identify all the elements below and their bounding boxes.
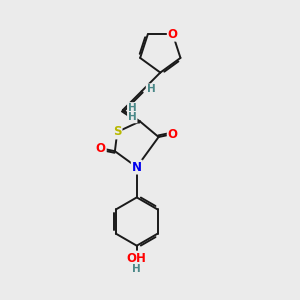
Text: O: O [96,142,106,155]
Text: H: H [128,103,136,113]
Text: H: H [147,84,155,94]
Text: O: O [168,128,178,141]
Text: N: N [132,160,142,174]
Text: S: S [113,125,122,138]
Text: H: H [128,112,136,122]
Text: H: H [132,264,141,274]
Text: O: O [168,28,178,41]
Text: OH: OH [127,252,147,265]
